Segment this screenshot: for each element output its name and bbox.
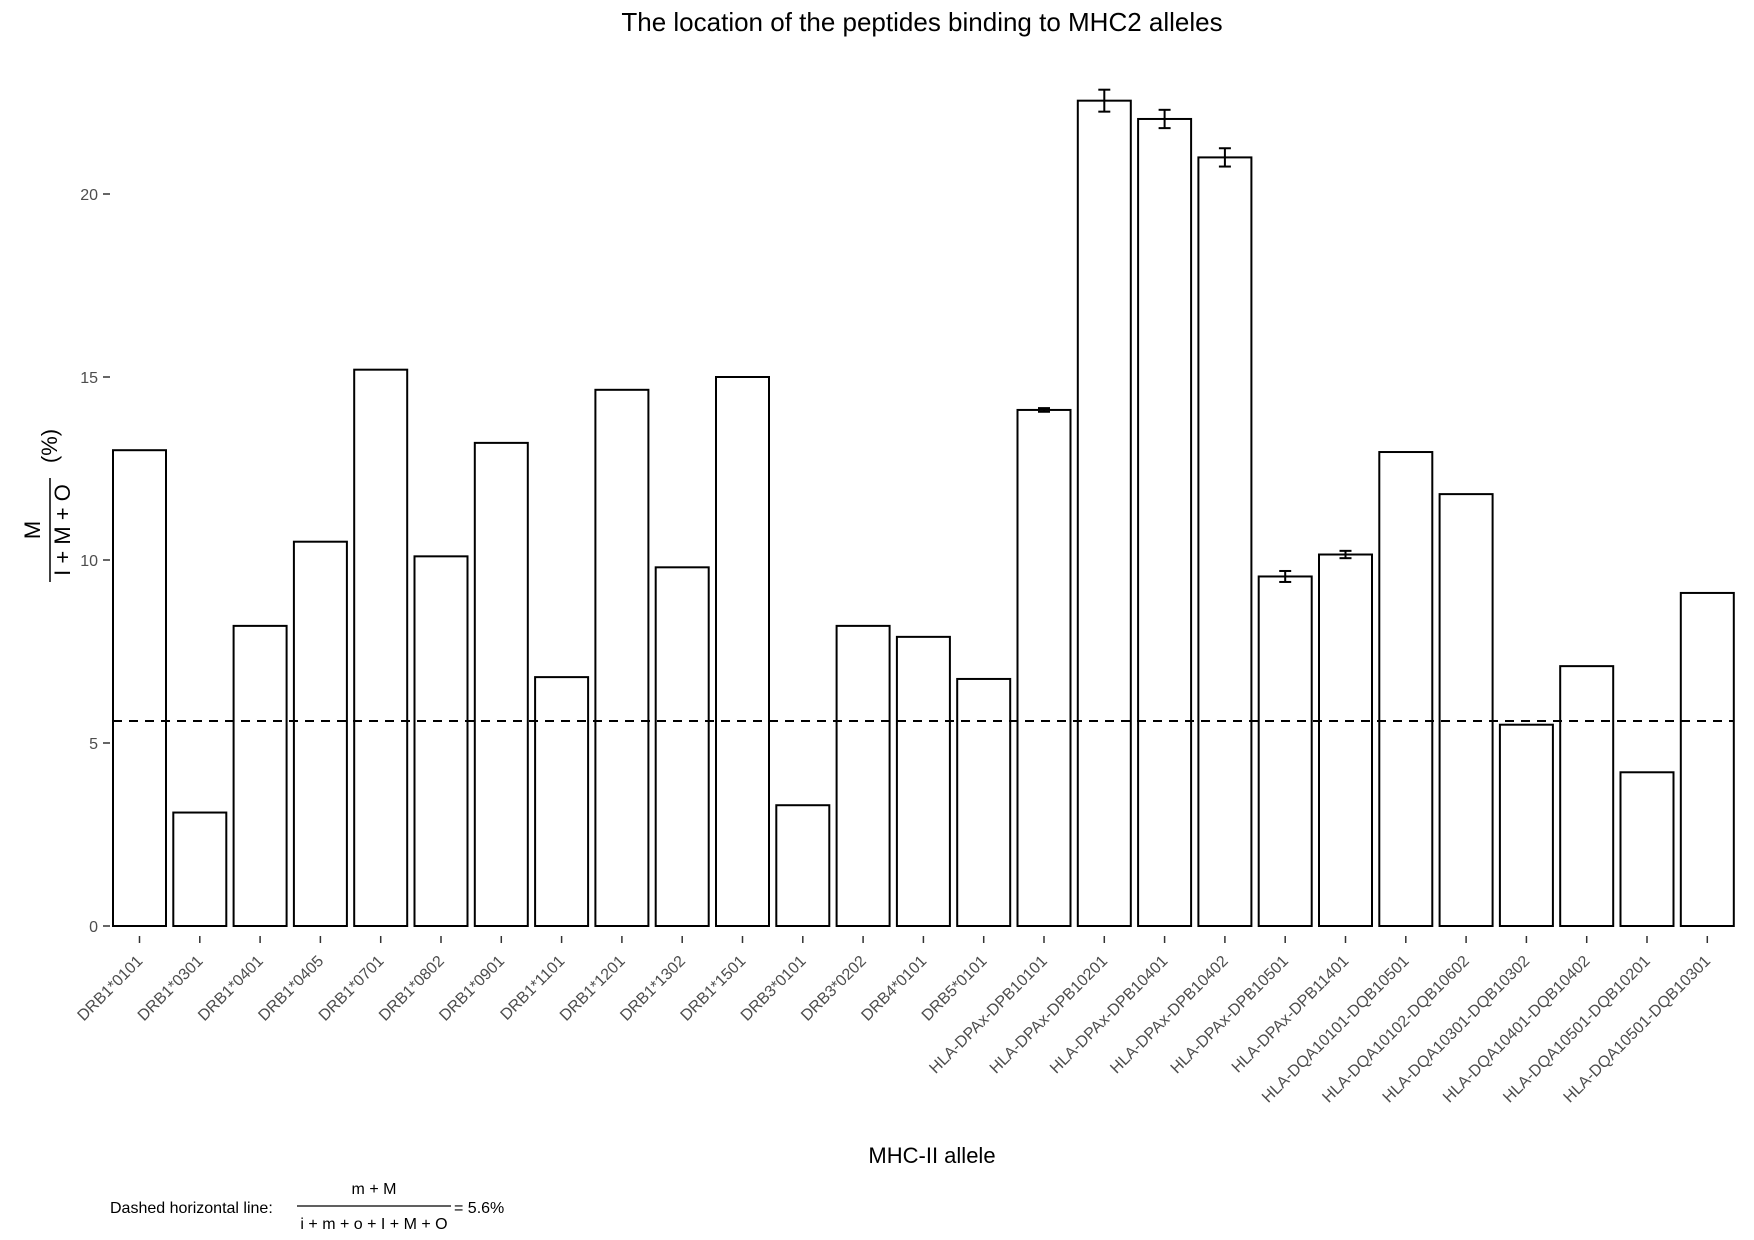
bar <box>1076 99 1132 928</box>
bar <box>1438 493 1494 927</box>
y-axis-title-denominator: I + M + O <box>50 484 75 576</box>
error-bars <box>1038 88 1352 583</box>
footnote-denominator: i + m + o + I + M + O <box>300 1216 447 1233</box>
bar <box>534 676 590 927</box>
x-tick-label: HLA-DPAx-DPB10101 <box>926 953 1050 1077</box>
y-tick-label: 0 <box>89 919 98 936</box>
bar <box>715 376 770 927</box>
bar <box>1016 408 1072 927</box>
error-bar <box>1218 147 1231 168</box>
chart-title: The location of the peptides binding to … <box>621 7 1222 37</box>
footnote-numerator: m + M <box>352 1181 397 1198</box>
bar <box>353 368 409 927</box>
bar <box>473 441 529 927</box>
y-tick-label: 5 <box>89 736 98 753</box>
bar <box>1498 723 1554 928</box>
bar <box>1378 451 1434 927</box>
x-tick-label: HLA-DPAx-DPB10401 <box>1047 953 1171 1077</box>
bar <box>1619 771 1675 928</box>
error-bar <box>1158 108 1171 130</box>
error-bar <box>1339 549 1352 560</box>
x-axis: DRB1*0101DRB1*0301DRB1*0401DRB1*0405DRB1… <box>75 936 1714 1106</box>
x-axis-title: MHC-II allele <box>868 1143 995 1168</box>
x-tick-label: HLA-DPAx-DPB10402 <box>1107 953 1231 1077</box>
error-bar <box>1279 569 1292 583</box>
x-tick-label: HLA-DPAx-DPB11401 <box>1229 953 1353 1077</box>
bar <box>112 449 167 927</box>
error-bar <box>1098 88 1111 113</box>
x-tick-label: DRB1*0901 <box>436 953 508 1025</box>
x-tick-label: HLA-DPAx-DPB10201 <box>987 953 1111 1077</box>
bar <box>1197 156 1253 927</box>
bar <box>775 804 831 927</box>
bar <box>1679 591 1735 927</box>
bar <box>1318 553 1373 927</box>
y-tick-label: 15 <box>80 370 98 387</box>
bar <box>654 566 710 927</box>
bar <box>1559 665 1615 927</box>
y-axis-title-suffix: (%) <box>37 429 62 463</box>
bar <box>172 811 228 927</box>
bar <box>1137 117 1193 928</box>
bar <box>956 677 1012 928</box>
bar <box>594 388 650 927</box>
footnote-prefix: Dashed horizontal line: <box>110 1200 273 1217</box>
y-axis-title: M I + M + O (%) <box>20 429 75 582</box>
bar <box>292 540 348 927</box>
error-bar <box>1038 407 1050 413</box>
y-axis-title-numerator: M <box>20 521 45 539</box>
bars <box>112 99 1735 928</box>
x-tick-label: HLA-DPAx-DPB10501 <box>1168 953 1292 1077</box>
bar <box>895 635 951 927</box>
y-tick-label: 10 <box>80 553 98 570</box>
bar <box>413 555 469 928</box>
bar <box>835 624 891 927</box>
footnote: Dashed horizontal line: m + M i + m + o … <box>110 1181 504 1233</box>
y-tick-label: 20 <box>80 187 98 204</box>
bar <box>1257 575 1313 927</box>
bar <box>232 624 288 927</box>
footnote-suffix: = 5.6% <box>454 1200 504 1217</box>
y-axis: 0 5 10 15 20 <box>80 187 110 936</box>
